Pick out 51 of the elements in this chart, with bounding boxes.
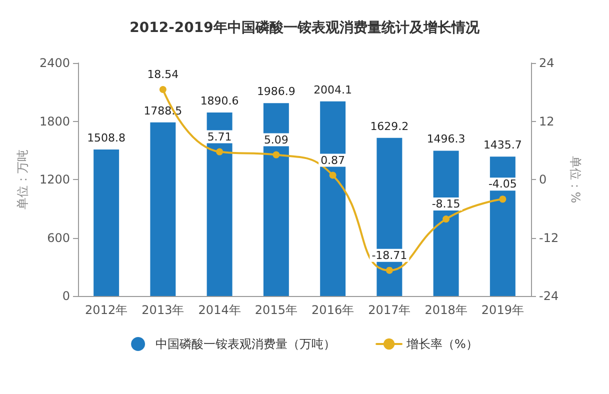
data-label: 1890.6: [200, 94, 239, 108]
x-tick-label: 2013年: [142, 303, 184, 317]
x-tick-label: 2018年: [424, 303, 468, 317]
x-tick-label: 2012年: [85, 303, 128, 317]
data-label: 5.71: [207, 130, 232, 144]
bar: [206, 112, 232, 296]
y-tick-label: 0: [62, 289, 70, 303]
data-label: 0.87: [320, 154, 346, 167]
legend-label: 增长率（%）: [406, 337, 478, 351]
data-label: 18.54: [147, 68, 179, 82]
y-tick-label: 2400: [39, 56, 70, 70]
chart-title: 2012-2019年中国磷酸一铵表观消费量统计及增长情况: [130, 19, 480, 36]
y2-tick-label: 0: [539, 172, 547, 186]
y-tick-label: 1800: [39, 114, 70, 128]
y2-tick-label: -24: [539, 289, 559, 303]
y-axis-title: 单位：万吨: [16, 150, 30, 210]
legend-label: 中国磷酸一铵表观消费量（万吨）: [156, 337, 336, 351]
point: [386, 266, 393, 274]
data-label: -18.71: [372, 248, 408, 262]
x-tick-label: 2014年: [198, 303, 241, 317]
x-tick-label: 2016年: [312, 303, 354, 317]
y2-axis-title: 单位：%: [568, 156, 582, 204]
y2-tick-label: -12: [539, 230, 559, 245]
y-tick-label: 600: [47, 230, 70, 245]
point: [159, 86, 166, 93]
x-tick-label: 2019年: [481, 303, 524, 317]
y2-tick-label: 24: [539, 56, 554, 70]
point: [272, 151, 280, 158]
data-label: 5.09: [264, 133, 288, 146]
bar: [94, 150, 120, 296]
bar: [433, 150, 459, 296]
y2-tick-label: 12: [539, 114, 554, 128]
data-label: 1508.8: [87, 132, 126, 145]
y-tick-label: 1200: [39, 172, 70, 186]
data-label: 2004.1: [314, 83, 352, 96]
bar: [320, 101, 346, 296]
data-label: 1986.9: [256, 85, 296, 98]
data-label: 1435.7: [483, 138, 522, 152]
data-label: 1629.2: [370, 120, 409, 133]
bar: [263, 103, 289, 296]
data-label: -8.15: [432, 198, 460, 211]
x-tick-label: 2017年: [368, 303, 411, 317]
point: [442, 216, 450, 223]
bar: [150, 122, 176, 296]
x-tick-label: 2015年: [254, 303, 298, 317]
data-label: -4.05: [488, 178, 517, 191]
point: [499, 196, 506, 203]
bar: [490, 156, 516, 296]
point: [329, 172, 336, 179]
point: [216, 148, 224, 156]
data-label: 1496.3: [426, 132, 466, 146]
